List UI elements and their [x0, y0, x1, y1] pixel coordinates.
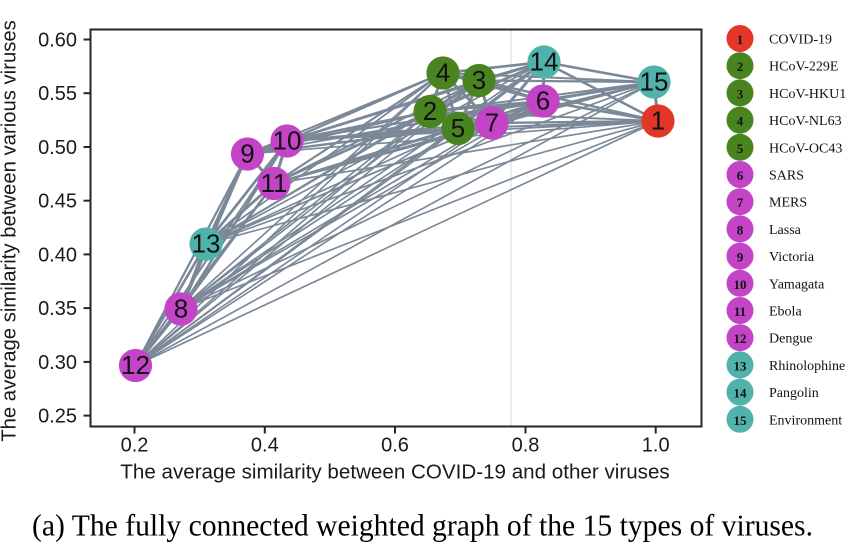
svg-text:14: 14: [530, 47, 559, 77]
svg-text:HCoV-NL63: HCoV-NL63: [769, 114, 842, 129]
svg-text:COVID-19: COVID-19: [769, 33, 832, 48]
svg-text:15: 15: [734, 413, 748, 428]
svg-text:11: 11: [734, 304, 746, 319]
svg-text:3: 3: [737, 86, 744, 101]
svg-text:0.50: 0.50: [38, 137, 77, 159]
svg-text:0.45: 0.45: [38, 191, 77, 213]
svg-text:HCoV-OC43: HCoV-OC43: [769, 141, 842, 156]
svg-text:The average similarity between: The average similarity between various v…: [0, 20, 21, 442]
svg-text:6: 6: [536, 86, 550, 116]
svg-text:5: 5: [737, 141, 744, 156]
svg-text:HCoV-HKU1: HCoV-HKU1: [769, 87, 846, 102]
svg-text:9: 9: [240, 139, 254, 169]
svg-text:Victoria: Victoria: [769, 250, 815, 265]
svg-text:10: 10: [734, 277, 747, 292]
svg-text:12: 12: [734, 331, 747, 346]
svg-text:1: 1: [651, 106, 665, 136]
svg-text:2: 2: [737, 59, 744, 74]
svg-text:0.25: 0.25: [38, 406, 77, 428]
svg-text:The average similarity between: The average similarity between COVID-19 …: [120, 461, 669, 484]
svg-text:Lassa: Lassa: [769, 223, 802, 238]
svg-text:8: 8: [737, 222, 744, 237]
svg-text:1.0: 1.0: [642, 435, 670, 457]
svg-text:Yamagata: Yamagata: [769, 277, 825, 292]
svg-text:5: 5: [451, 113, 465, 143]
svg-text:12: 12: [121, 350, 150, 380]
svg-text:Ebola: Ebola: [769, 305, 802, 320]
svg-text:2: 2: [423, 96, 437, 126]
svg-text:0.40: 0.40: [38, 244, 77, 266]
svg-text:(a) The fully connected weight: (a) The fully connected weighted graph o…: [32, 508, 813, 543]
svg-text:10: 10: [273, 126, 302, 156]
svg-text:0.30: 0.30: [38, 352, 77, 374]
svg-text:15: 15: [640, 67, 669, 97]
svg-text:4: 4: [436, 58, 450, 88]
svg-text:0.8: 0.8: [512, 435, 540, 457]
svg-text:9: 9: [737, 250, 744, 265]
svg-text:13: 13: [734, 358, 748, 373]
svg-text:0.60: 0.60: [38, 30, 77, 52]
svg-text:SARS: SARS: [769, 169, 804, 184]
svg-text:Pangolin: Pangolin: [769, 386, 819, 401]
svg-text:MERS: MERS: [769, 196, 807, 211]
svg-text:Dengue: Dengue: [769, 332, 813, 347]
svg-text:0.55: 0.55: [38, 83, 77, 105]
svg-text:Environment: Environment: [769, 413, 842, 428]
svg-text:14: 14: [734, 386, 748, 401]
svg-text:0.2: 0.2: [121, 435, 149, 457]
svg-text:7: 7: [737, 195, 744, 210]
svg-text:Rhinolophine: Rhinolophine: [769, 359, 845, 374]
svg-text:HCoV-229E: HCoV-229E: [769, 60, 839, 75]
svg-text:4: 4: [737, 114, 744, 129]
svg-text:13: 13: [192, 229, 221, 259]
svg-text:1: 1: [737, 32, 744, 47]
svg-text:11: 11: [261, 168, 288, 198]
svg-text:0.6: 0.6: [381, 435, 409, 457]
svg-text:6: 6: [737, 168, 744, 183]
svg-text:0.4: 0.4: [251, 435, 279, 457]
svg-text:8: 8: [174, 294, 188, 324]
svg-text:7: 7: [485, 108, 499, 138]
svg-text:3: 3: [472, 65, 486, 95]
svg-text:0.35: 0.35: [38, 298, 77, 320]
